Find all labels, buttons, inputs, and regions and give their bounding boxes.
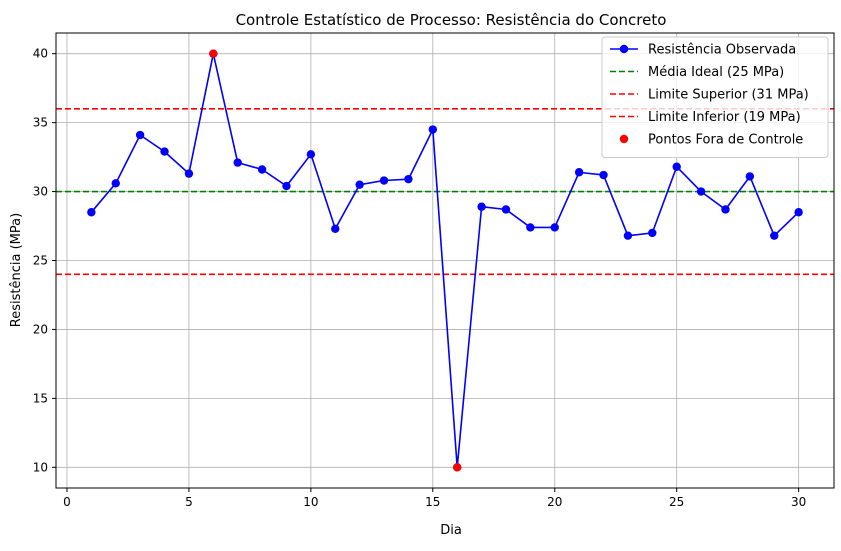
data-point	[721, 205, 730, 214]
data-point	[87, 208, 96, 217]
series-layer	[87, 49, 803, 472]
data-point	[550, 223, 559, 232]
data-point	[794, 208, 803, 217]
x-axis: 0 5 10 15 20 25 30	[63, 488, 806, 509]
legend-label: Média Ideal (25 MPa)	[648, 65, 784, 80]
data-point	[574, 168, 584, 177]
y-tick-label: 25	[33, 254, 48, 268]
data-point	[526, 223, 535, 232]
outlier-point	[452, 463, 462, 472]
data-point	[696, 187, 706, 196]
data-point	[770, 231, 779, 240]
x-axis-label: Dia	[440, 523, 462, 538]
data-point	[599, 170, 608, 180]
legend-marker	[619, 134, 629, 144]
y-tick-label: 30	[33, 185, 48, 199]
legend-box	[601, 36, 829, 158]
legend: Resistência Observada Média Ideal (25 MPa…	[601, 36, 829, 158]
data-point	[306, 150, 316, 159]
legend-entry: Média Ideal (25 MPa)	[610, 65, 784, 80]
legend-entry: Resistência Observada	[610, 43, 796, 58]
chart-title: Controle Estatístico de Processo: Resist…	[236, 11, 667, 29]
x-tick-label: 10	[303, 495, 318, 509]
x-tick-label: 30	[791, 495, 806, 509]
outlier-point	[209, 49, 218, 58]
legend-marker	[619, 44, 629, 54]
legend-label: Limite Superior (31 MPa)	[648, 88, 809, 103]
data-point	[672, 162, 681, 171]
x-tick-label: 15	[425, 495, 440, 509]
legend-label: Pontos Fora de Controle	[648, 133, 803, 148]
y-tick-label: 15	[33, 391, 48, 405]
data-point	[233, 158, 242, 167]
legend-entry: Limite Inferior (19 MPa)	[610, 110, 801, 125]
legend-label: Limite Inferior (19 MPa)	[648, 110, 801, 125]
data-point	[355, 180, 364, 189]
data-point	[428, 125, 438, 134]
legend-entry: Limite Superior (31 MPa)	[610, 88, 809, 103]
data-point	[257, 165, 267, 174]
legend-label: Resistência Observada	[648, 43, 796, 58]
y-tick-label: 20	[33, 322, 48, 336]
y-tick-label: 40	[33, 47, 48, 61]
x-tick-label: 0	[63, 495, 71, 509]
y-axis: 10 15 20 25 30 35 40	[33, 47, 56, 474]
x-tick-label: 25	[669, 495, 684, 509]
data-point	[135, 130, 145, 140]
legend-entry: Pontos Fora de Controle	[619, 133, 803, 148]
data-point	[404, 174, 413, 184]
data-point	[501, 205, 511, 214]
data-point	[282, 181, 291, 191]
data-point	[623, 231, 633, 240]
data-point	[331, 224, 340, 233]
x-tick-label: 5	[185, 495, 193, 509]
y-tick-label: 35	[33, 116, 48, 130]
y-tick-label: 10	[33, 460, 48, 474]
data-point	[648, 228, 657, 238]
series-line-0	[90, 53, 800, 468]
y-axis-label: Resistência (MPa)	[9, 213, 24, 327]
x-tick-label: 20	[547, 495, 562, 509]
data-point	[184, 169, 194, 178]
data-point	[379, 176, 389, 185]
data-point	[745, 172, 755, 181]
data-point	[477, 202, 486, 211]
data-point	[111, 179, 120, 188]
data-point	[160, 147, 169, 156]
